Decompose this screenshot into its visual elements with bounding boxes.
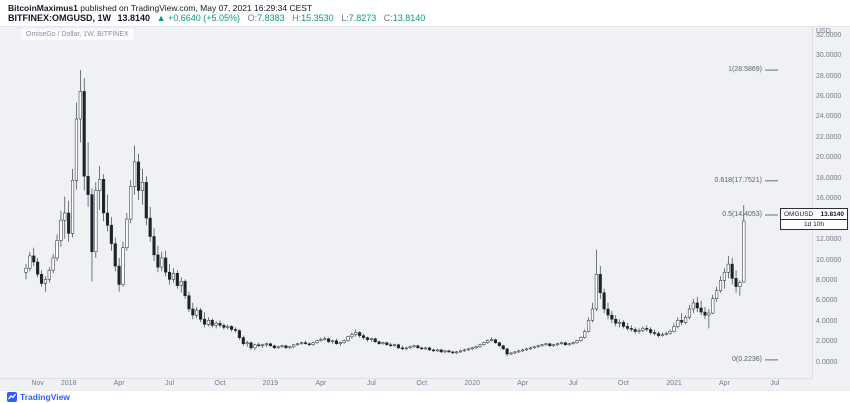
open-value: 7.8383 (257, 13, 285, 23)
price-change: ▲ +0.6640 (+5.05%) (156, 13, 241, 23)
symbol-title: BITFINEX:OMGUSD, 1W (8, 13, 111, 23)
tradingview-logo-icon (7, 391, 17, 402)
price-axis-label: OMGUSD 13.8140 1d 10h (780, 208, 848, 230)
bar-close-countdown: 1d 10h (780, 220, 848, 230)
footer-bar (0, 390, 850, 403)
price-axis-separator (812, 26, 813, 378)
low-label: L: (341, 13, 349, 23)
tradingview-logo-link[interactable]: TradingView (7, 391, 70, 402)
low-value: 7.8273 (348, 13, 377, 23)
close-label: C: (383, 13, 393, 23)
tradingview-brand-text: TradingView (20, 391, 70, 402)
high-label: H: (292, 13, 302, 23)
high-value: 15.3530 (301, 13, 334, 23)
publish-info: BitcoinMaximus1 published on TradingView… (8, 3, 312, 13)
chart-pane[interactable] (0, 26, 850, 391)
publish-text: published on TradingView.com, May 07, 20… (80, 3, 313, 13)
open-label: O: (247, 13, 258, 23)
time-axis[interactable] (0, 378, 812, 390)
time-axis-separator (0, 378, 812, 379)
author-name: BitcoinMaximus1 (8, 3, 78, 13)
last-price: 13.8140 (117, 13, 151, 23)
price-axis[interactable] (812, 26, 850, 378)
price-label-symbol: OMGUSD (784, 210, 814, 218)
symbol-info-bar: BITFINEX:OMGUSD, 1W 13.8140 ▲ +0.6640 (+… (8, 13, 425, 24)
price-label-value: 13.8140 (820, 210, 845, 218)
chart-legend[interactable]: OmiseGo / Dollar, 1W, BITFINEX (21, 29, 134, 40)
price-label-row: OMGUSD 13.8140 (780, 208, 848, 220)
close-value: 13.8140 (392, 13, 426, 23)
